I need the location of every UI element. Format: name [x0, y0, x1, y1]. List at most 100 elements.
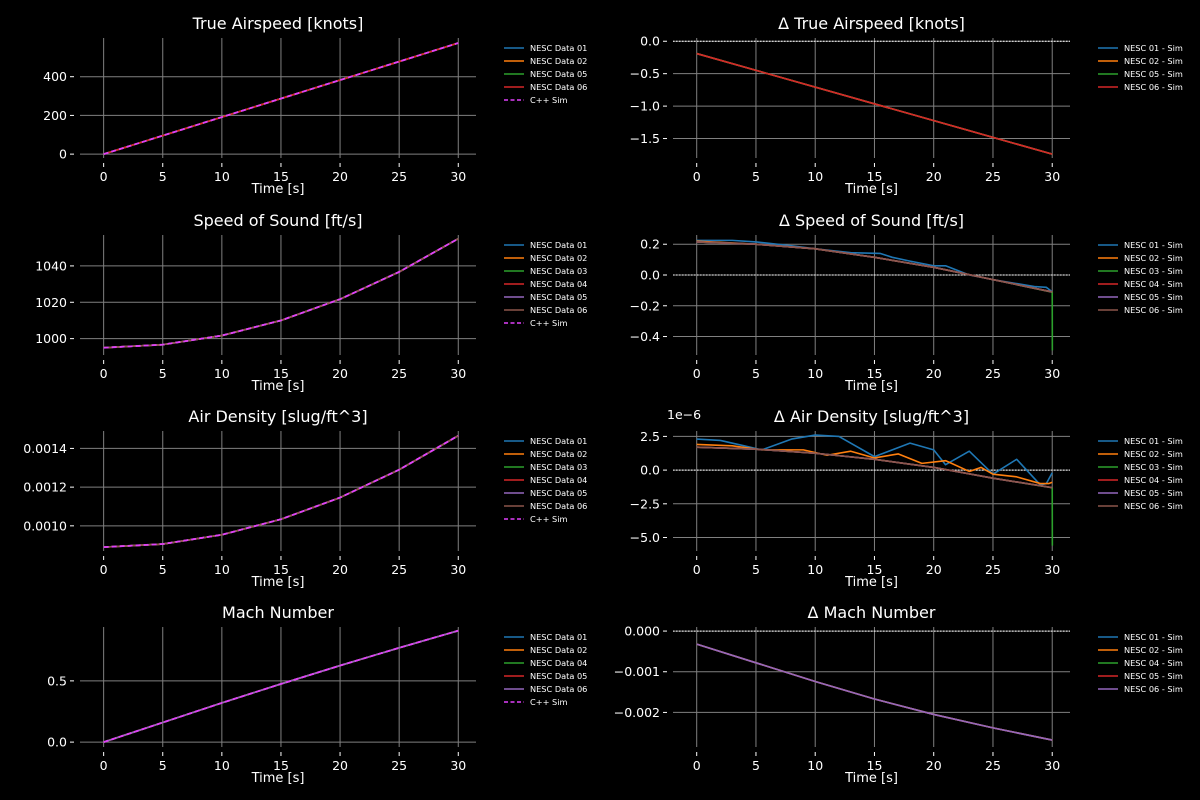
legend-entry-label: NESC Data 03	[530, 462, 587, 472]
legend-entry-label: NESC Data 02	[530, 253, 587, 263]
legend: NESC 01 - Sim NESC 02 - Sim NESC 03 - Sim N…	[1098, 240, 1183, 315]
x-tick-label: 15	[273, 169, 289, 184]
x-tick-label: 0	[100, 562, 108, 577]
subplot-8: Δ Mach Number 0 5 10 15 20 25 30 0.000 −0.001 −0.0…	[614, 603, 1183, 786]
legend-entry-label: NESC Data 03	[530, 266, 587, 276]
x-tick-label: 20	[926, 562, 942, 577]
x-tick-label: 25	[985, 562, 1001, 577]
y-tick-label: −0.4	[630, 329, 660, 344]
x-tick-label: 15	[867, 562, 883, 577]
x-tick-label: 20	[332, 169, 348, 184]
x-tick-label: 25	[391, 169, 407, 184]
legend-entry-label: NESC Data 01	[530, 43, 587, 53]
y-tick-label: 0.0014	[23, 441, 67, 456]
y-tick-label: −0.001	[614, 664, 660, 679]
x-axis-label: Time [s]	[844, 379, 898, 394]
legend-entry-label: C++ Sim	[530, 514, 568, 524]
x-tick-label: 10	[807, 169, 823, 184]
legend-entry-label: NESC 06 - Sim	[1124, 305, 1183, 315]
y-tick-label: −0.5	[630, 66, 660, 81]
legend-entry-label: NESC Data 05	[530, 488, 587, 498]
x-tick-label: 15	[273, 562, 289, 577]
series-line-nesc-06-sim	[696, 241, 1053, 293]
legend-entry-label: NESC 05 - Sim	[1124, 671, 1183, 681]
y-tick-label: 0.0	[640, 34, 660, 49]
chart-title: True Airspeed [knots]	[192, 14, 364, 33]
x-tick-label: 5	[159, 562, 167, 577]
series-line-nesc-02-sim	[696, 443, 1053, 485]
legend-entry-label: NESC Data 05	[530, 69, 587, 79]
legend-entry-label: NESC Data 02	[530, 449, 587, 459]
subplot-4: Δ Speed of Sound [ft/s] 0 5 10 15 20 25 30 0.2 0.…	[630, 211, 1183, 394]
x-tick-label: 30	[1044, 758, 1060, 773]
legend-entry-label: NESC 05 - Sim	[1124, 292, 1183, 302]
legend-entry-label: C++ Sim	[530, 697, 568, 707]
x-tick-label: 15	[867, 169, 883, 184]
x-tick-label: 25	[985, 758, 1001, 773]
x-tick-label: 10	[214, 169, 230, 184]
x-tick-label: 25	[985, 366, 1001, 381]
x-tick-label: 10	[214, 366, 230, 381]
y-tick-label: 0.000	[624, 624, 660, 639]
chart-title: Mach Number	[222, 603, 334, 622]
x-tick-label: 5	[752, 366, 760, 381]
x-tick-label: 10	[807, 366, 823, 381]
legend-entry-label: NESC 04 - Sim	[1124, 279, 1183, 289]
y-tick-label: 0.0012	[23, 480, 67, 495]
legend-entry-label: NESC Data 06	[530, 82, 587, 92]
subplot-5: Air Density [slug/ft^3] 0 5 10 15 20 25 30 0.001…	[23, 407, 587, 590]
x-tick-label: 5	[159, 366, 167, 381]
x-tick-label: 5	[159, 169, 167, 184]
legend-entry-label: NESC 04 - Sim	[1124, 475, 1183, 485]
legend-entry-label: NESC Data 02	[530, 645, 587, 655]
x-tick-label: 0	[693, 169, 701, 184]
subplot-grid: True Airspeed [knots]0 5 10 15 20 25 300200400…	[23, 14, 1183, 786]
x-tick-label: 0	[693, 366, 701, 381]
legend-entry-label: NESC 01 - Sim	[1124, 436, 1183, 446]
x-axis-label: Time [s]	[251, 379, 305, 394]
x-tick-label: 0	[693, 758, 701, 773]
legend-entry-label: NESC Data 06	[530, 305, 587, 315]
legend-entry-label: NESC Data 04	[530, 475, 587, 485]
x-axis-label: Time [s]	[844, 575, 898, 590]
x-tick-label: 20	[926, 169, 942, 184]
x-tick-label: 5	[752, 169, 760, 184]
y-tick-label: 0.0010	[23, 518, 67, 533]
x-tick-label: 5	[159, 758, 167, 773]
legend: NESC 01 - Sim NESC 02 - Sim NESC 04 - Sim N…	[1098, 632, 1183, 694]
x-tick-label: 15	[867, 758, 883, 773]
legend-entry-label: NESC 02 - Sim	[1124, 449, 1183, 459]
x-tick-label: 25	[391, 366, 407, 381]
x-tick-label: 30	[1044, 169, 1060, 184]
y-tick-label: −5.0	[630, 530, 660, 545]
y-tick-label: 200	[43, 108, 67, 123]
x-tick-label: 10	[214, 562, 230, 577]
subplot-3: Speed of Sound [ft/s] 0 5 10 15 20 25 30 1000 102…	[35, 211, 587, 394]
subplot-6: Δ Air Density [slug/ft^3] 0 5 10 15 20 25 30 2.5…	[630, 407, 1183, 590]
x-tick-label: 20	[332, 366, 348, 381]
legend-entry-label: NESC 06 - Sim	[1124, 501, 1183, 511]
x-tick-label: 30	[450, 169, 466, 184]
y-tick-label: 1020	[35, 295, 67, 310]
legend-entry-label: NESC Data 01	[530, 240, 587, 250]
series-line-nesc-06-sim	[696, 52, 1053, 155]
y-tick-label: −1.0	[630, 99, 660, 114]
x-axis-label: Time [s]	[251, 575, 305, 590]
legend-entry-label: NESC Data 04	[530, 279, 587, 289]
x-axis-label: Time [s]	[844, 771, 898, 786]
x-tick-label: 15	[273, 758, 289, 773]
x-tick-label: 25	[985, 169, 1001, 184]
legend-entry-label: NESC Data 01	[530, 632, 587, 642]
legend: NESC 01 - Sim NESC 02 - Sim NESC 03 - Sim N…	[1098, 436, 1183, 511]
y-tick-label: 0.2	[640, 237, 660, 252]
series-line-nesc-06-sim	[696, 446, 1053, 489]
x-tick-label: 30	[1044, 562, 1060, 577]
x-tick-label: 20	[332, 758, 348, 773]
y-tick-label: −1.5	[630, 131, 660, 146]
legend-entry-label: NESC 06 - Sim	[1124, 82, 1183, 92]
legend: NESC Data 01 NESC Data 02 NESC Data 03 NESC…	[504, 240, 587, 328]
legend-entry-label: NESC Data 01	[530, 436, 587, 446]
legend-entry-label: NESC 03 - Sim	[1124, 462, 1183, 472]
series-line-nesc-06-sim	[696, 643, 1053, 741]
legend-entry-label: NESC Data 05	[530, 292, 587, 302]
